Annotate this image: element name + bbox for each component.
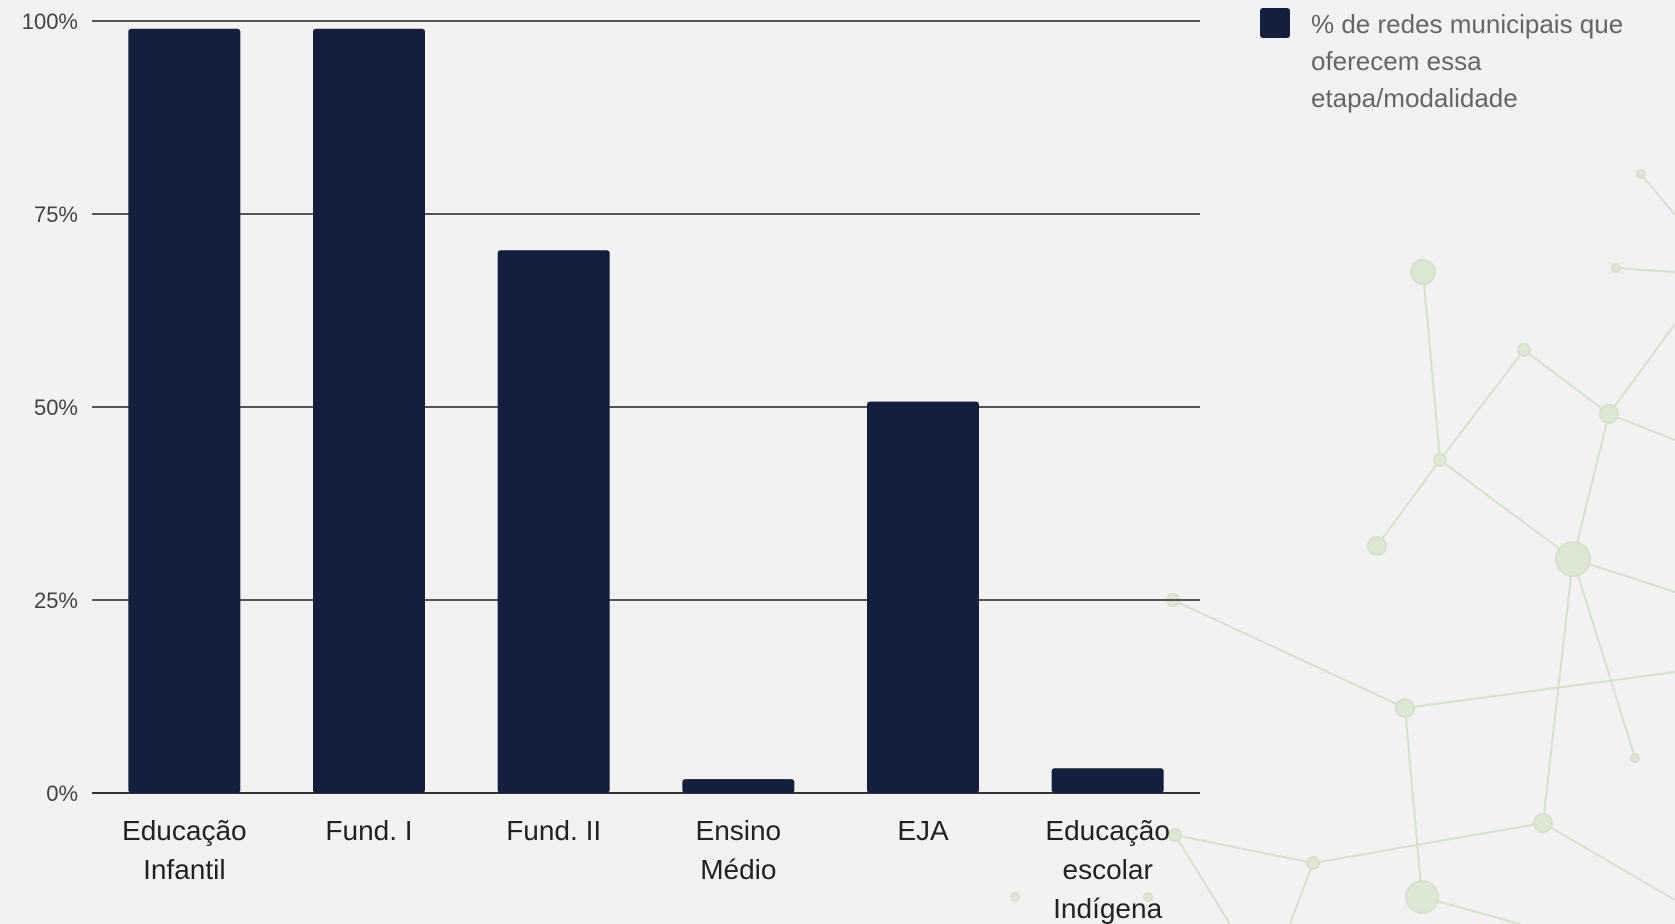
- x-category-label: Educação Infantil: [122, 815, 247, 885]
- gridlines: [92, 20, 1200, 794]
- background-network-decoration: [1010, 169, 1675, 924]
- legend-label: % de redes municipais que oferecem essa …: [1311, 9, 1624, 113]
- x-category-label: Ensino Médio: [696, 815, 782, 885]
- y-tick-label: 0%: [46, 781, 78, 806]
- bar: [1051, 768, 1164, 793]
- x-category-label: EJA: [897, 815, 949, 846]
- legend: % de redes municipais que oferecem essa …: [1260, 6, 1660, 117]
- bar: [867, 401, 979, 793]
- x-category-label: Educação escolar Indígena: [1045, 815, 1170, 924]
- bar: [313, 28, 425, 794]
- y-tick-label: 25%: [34, 588, 78, 613]
- y-tick-label: 50%: [34, 395, 78, 420]
- x-category-label: Fund. II: [506, 815, 601, 846]
- x-category-label: Fund. I: [325, 815, 412, 846]
- bar: [128, 28, 241, 794]
- y-tick-label: 100%: [22, 9, 78, 34]
- x-axis-labels: Educação Infantil Fund. I Fund. II Ensino Méd…: [122, 815, 1170, 924]
- bar: [682, 779, 795, 793]
- y-axis-ticks: 0% 25% 50% 75% 100%: [22, 9, 78, 806]
- bar: [497, 250, 610, 793]
- legend-swatch: [1260, 8, 1290, 38]
- y-tick-label: 75%: [34, 202, 78, 227]
- bars: [128, 28, 1164, 794]
